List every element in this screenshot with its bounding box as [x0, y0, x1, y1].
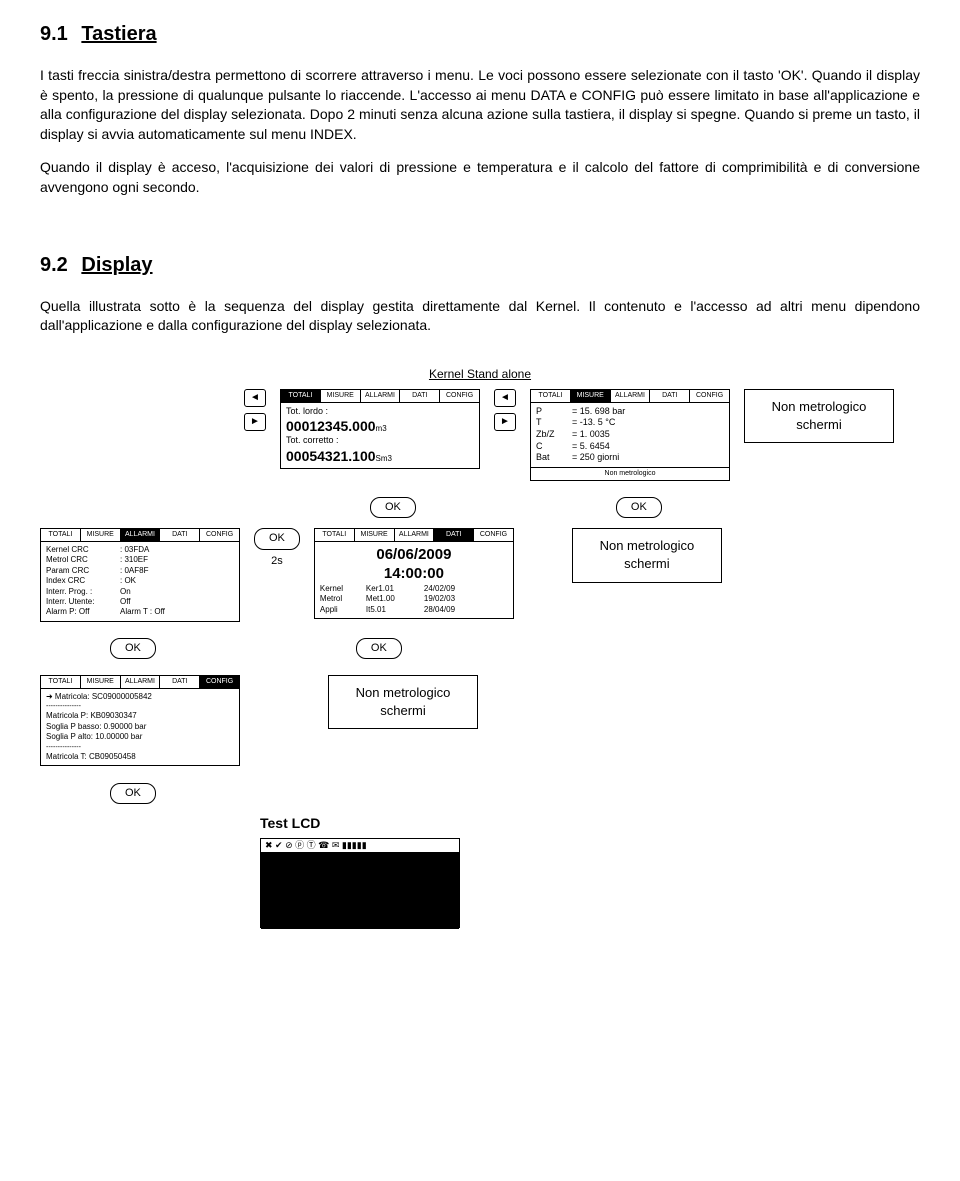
lcd-icon-strip: ✖ ✔ ⊘ ⓟ Ⓣ ☎ ✉ ▮▮▮▮▮: [261, 839, 459, 853]
screen4-row: KernelKer1.0124/02/09: [320, 584, 508, 594]
diagram-area: Kernel Stand alone ◄ ► TOTALI MISURE ALL…: [40, 366, 920, 928]
tab-misure[interactable]: MISURE: [321, 390, 361, 402]
screen5-row: Matricola T: CB09050458: [46, 752, 234, 762]
ok-row-2: OK OK: [110, 638, 920, 659]
lcd-screen: ✖ ✔ ⊘ ⓟ Ⓣ ☎ ✉ ▮▮▮▮▮: [260, 838, 460, 928]
screen4-row: MetrolMet1.0019/02/03: [320, 594, 508, 604]
diagram-row-1: ◄ ► TOTALI MISURE ALLARMI DATI CONFIG To…: [40, 389, 920, 481]
section1-p2: Quando il display è acceso, l'acquisizio…: [40, 158, 920, 197]
diagram-row-2: TOTALI MISURE ALLARMI DATI CONFIG Kernel…: [40, 528, 920, 622]
arrow-buttons-2: ◄ ►: [494, 389, 516, 431]
ok-button-3[interactable]: OK: [254, 528, 300, 549]
screen3-row: Interr. Prog. :On: [46, 587, 234, 597]
tot-lordo-unit: m3: [376, 424, 387, 433]
tab-t4-1[interactable]: MISURE: [355, 529, 395, 541]
tot-lordo-label: Tot. lordo :: [286, 406, 474, 418]
non-metro-box-1: Non metrologico schermi: [744, 389, 894, 443]
tab-allarmi-2[interactable]: ALLARMI: [611, 390, 651, 402]
left-arrow-button[interactable]: ◄: [244, 389, 266, 407]
tot-corretto-value: 00054321.100: [286, 448, 376, 464]
test-lcd-label: Test LCD: [260, 814, 460, 834]
tab-allarmi[interactable]: ALLARMI: [361, 390, 401, 402]
non-metro-box-3: Non metrologico schermi: [328, 675, 478, 729]
display-allarmi: TOTALI MISURE ALLARMI DATI CONFIG Kernel…: [40, 528, 240, 622]
tab-dati-2[interactable]: DATI: [650, 390, 690, 402]
ok-button-2[interactable]: OK: [616, 497, 662, 518]
screen3-row: Metrol CRC: 310EF: [46, 555, 234, 565]
screen4-date: 06/06/2009: [320, 545, 508, 565]
screen3-row: Param CRC: 0AF8F: [46, 566, 234, 576]
screen3-row: Alarm P: OffAlarm T : Off: [46, 607, 234, 617]
section-heading-display: 9.2 Display: [40, 251, 920, 279]
screen5-row: Soglia P alto: 10.00000 bar: [46, 732, 234, 742]
tab-config-2[interactable]: CONFIG: [690, 390, 729, 402]
non-metro-box-2: Non metrologico schermi: [572, 528, 722, 582]
section-title-2: Display: [81, 254, 152, 276]
screen2-row: P= 15. 698 bar: [536, 406, 724, 418]
section-number: 9.1: [40, 20, 68, 48]
two-s-label: 2s: [271, 554, 283, 569]
section-title: Tastiera: [81, 23, 156, 45]
tab-t3-3[interactable]: DATI: [160, 529, 200, 541]
screen2-row: C= 5. 6454: [536, 441, 724, 453]
tab-t3-0[interactable]: TOTALI: [41, 529, 81, 541]
lcd-dark-area: [261, 853, 459, 929]
tab-misure-2[interactable]: MISURE: [571, 390, 611, 402]
tab-t5-0[interactable]: TOTALI: [41, 676, 81, 688]
screen5-row: Soglia P basso: 0.90000 bar: [46, 722, 234, 732]
left-arrow-button-2[interactable]: ◄: [494, 389, 516, 407]
tab-t5-3[interactable]: DATI: [160, 676, 200, 688]
right-arrow-button[interactable]: ►: [244, 413, 266, 431]
screen3-row: Kernel CRC: 03FDA: [46, 545, 234, 555]
screen2-row: Bat= 250 giorni: [536, 452, 724, 464]
screen5-row: Matricola P: KB09030347: [46, 711, 234, 721]
tab-t5-1[interactable]: MISURE: [81, 676, 121, 688]
right-arrow-button-2[interactable]: ►: [494, 413, 516, 431]
arrow-buttons: ◄ ►: [244, 389, 266, 431]
tabs: TOTALI MISURE ALLARMI DATI CONFIG: [281, 390, 479, 403]
display-totali: TOTALI MISURE ALLARMI DATI CONFIG Tot. l…: [280, 389, 480, 470]
tab-config[interactable]: CONFIG: [440, 390, 479, 402]
tot-lordo-value: 00012345.000: [286, 418, 376, 434]
tab-t4-4[interactable]: CONFIG: [474, 529, 513, 541]
screen2-footer: Non metrologico: [531, 467, 729, 480]
section2-p1: Quella illustrata sotto è la sequenza de…: [40, 297, 920, 336]
tab-t4-0[interactable]: TOTALI: [315, 529, 355, 541]
display-config: TOTALI MISURE ALLARMI DATI CONFIG ➜ Matr…: [40, 675, 240, 766]
ok-2s-col: OK 2s: [254, 528, 300, 569]
screen5-row: ➜ Matricola: SC09000005842: [46, 692, 234, 702]
tab-t5-2[interactable]: ALLARMI: [121, 676, 161, 688]
test-lcd: Test LCD ✖ ✔ ⊘ ⓟ Ⓣ ☎ ✉ ▮▮▮▮▮: [260, 814, 460, 928]
display-misure: TOTALI MISURE ALLARMI DATI CONFIG P= 15.…: [530, 389, 730, 481]
tab-dati[interactable]: DATI: [400, 390, 440, 402]
screen3-row: Interr. Utente:Off: [46, 597, 234, 607]
tab-t3-4[interactable]: CONFIG: [200, 529, 239, 541]
screen3-row: Index CRC: OK: [46, 576, 234, 586]
tab-t5-4[interactable]: CONFIG: [200, 676, 239, 688]
tot-corretto-unit: Sm3: [376, 454, 392, 463]
ok-button-1[interactable]: OK: [370, 497, 416, 518]
screen2-row: T= -13. 5 °C: [536, 417, 724, 429]
tot-corretto-label: Tot. corretto :: [286, 435, 474, 447]
section-heading-tastiera: 9.1 Tastiera: [40, 20, 920, 48]
display-dati: TOTALI MISURE ALLARMI DATI CONFIG 06/06/…: [314, 528, 514, 619]
ok-row-3: OK: [110, 782, 920, 804]
tab-t4-3[interactable]: DATI: [434, 529, 474, 541]
screen4-row: AppliIt5.0128/04/09: [320, 605, 508, 615]
ok-button-6[interactable]: OK: [110, 783, 156, 804]
screen4-time: 14:00:00: [320, 564, 508, 584]
section1-p1: I tasti freccia sinistra/destra permetto…: [40, 66, 920, 144]
section-number-2: 9.2: [40, 251, 68, 279]
ok-row-1: OK OK: [370, 497, 920, 518]
ok-button-5[interactable]: OK: [356, 638, 402, 659]
diagram-title: Kernel Stand alone: [40, 366, 920, 383]
tab-t3-2[interactable]: ALLARMI: [121, 529, 161, 541]
diagram-row-3: TOTALI MISURE ALLARMI DATI CONFIG ➜ Matr…: [40, 675, 920, 766]
tab-totali-2[interactable]: TOTALI: [531, 390, 571, 402]
tab-totali[interactable]: TOTALI: [281, 390, 321, 402]
screen2-row: Zb/Z= 1. 0035: [536, 429, 724, 441]
tab-t3-1[interactable]: MISURE: [81, 529, 121, 541]
tab-t4-2[interactable]: ALLARMI: [395, 529, 435, 541]
ok-button-4[interactable]: OK: [110, 638, 156, 659]
